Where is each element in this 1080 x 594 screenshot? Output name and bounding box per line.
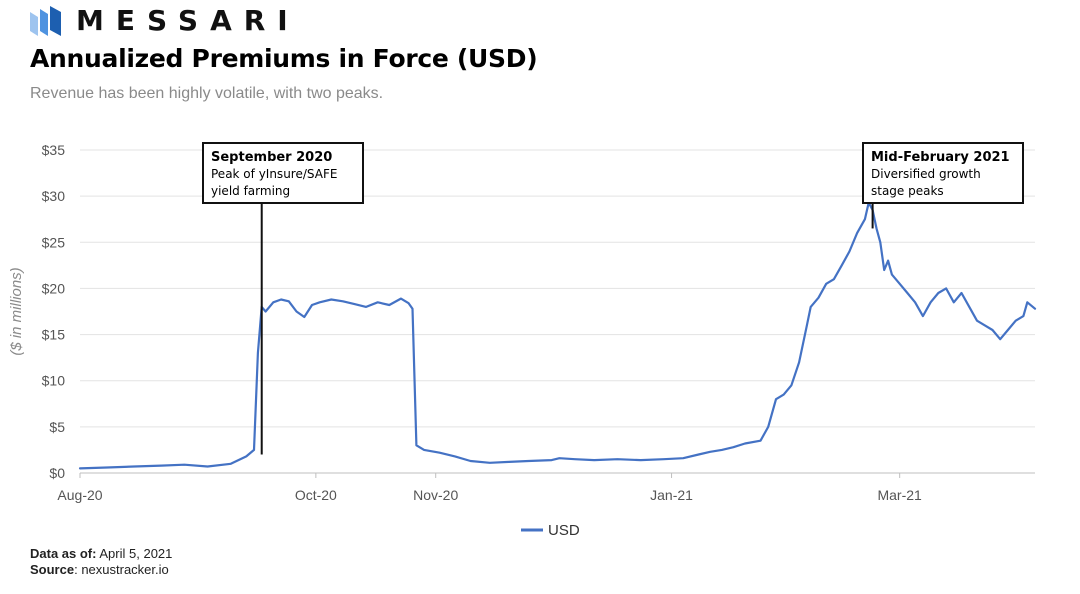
y-tick-label: $25 bbox=[42, 234, 66, 250]
x-tick-label: Mar-21 bbox=[877, 487, 922, 503]
y-tick-label: $10 bbox=[42, 373, 66, 389]
source-value: nexustracker.io bbox=[81, 562, 169, 577]
y-tick-label: $15 bbox=[42, 327, 66, 343]
source-label: Source bbox=[30, 562, 75, 577]
y-tick-label: $5 bbox=[49, 419, 65, 435]
data-as-of-value: April 5, 2021 bbox=[99, 546, 173, 561]
x-tick-label: Oct-20 bbox=[295, 487, 337, 503]
source: Source: nexustracker.io bbox=[30, 562, 169, 577]
annotation-box bbox=[202, 142, 364, 204]
annotation-box bbox=[862, 142, 1024, 204]
annotation-title: Mid-February 2021 bbox=[871, 150, 1010, 165]
legend-label: USD bbox=[548, 522, 580, 539]
annotation-text: Peak of yInsure/SAFE bbox=[211, 167, 337, 181]
data-as-of-label: Data as of bbox=[30, 546, 93, 561]
data-as-of: Data as of: April 5, 2021 bbox=[30, 546, 173, 561]
messari-logo-icon bbox=[30, 6, 61, 36]
brand: MESSARI bbox=[30, 6, 300, 36]
annotation-text: stage peaks bbox=[871, 184, 944, 198]
y-tick-label: $35 bbox=[42, 142, 66, 158]
chart-subtitle: Revenue has been highly volatile, with t… bbox=[30, 85, 384, 102]
x-tick-label: Jan-21 bbox=[650, 487, 693, 503]
x-tick-label: Nov-20 bbox=[413, 487, 458, 503]
y-tick-label: $30 bbox=[42, 188, 66, 204]
series-line-usd bbox=[78, 201, 1037, 470]
footer: Data as of: April 5, 2021 Source: nexust… bbox=[30, 546, 172, 578]
y-axis-label: ($ in millions) bbox=[8, 267, 25, 355]
annotation-text: Diversified growth bbox=[871, 167, 981, 181]
x-tick-label: Aug-20 bbox=[57, 487, 102, 503]
chart-title: Annualized Premiums in Force (USD) bbox=[30, 44, 538, 73]
y-tick-label: $0 bbox=[49, 465, 65, 481]
annotation-title: September 2020 bbox=[211, 150, 332, 165]
brand-name: MESSARI bbox=[76, 4, 300, 37]
y-tick-label: $20 bbox=[42, 280, 66, 296]
annotation-text: yield farming bbox=[211, 184, 290, 198]
